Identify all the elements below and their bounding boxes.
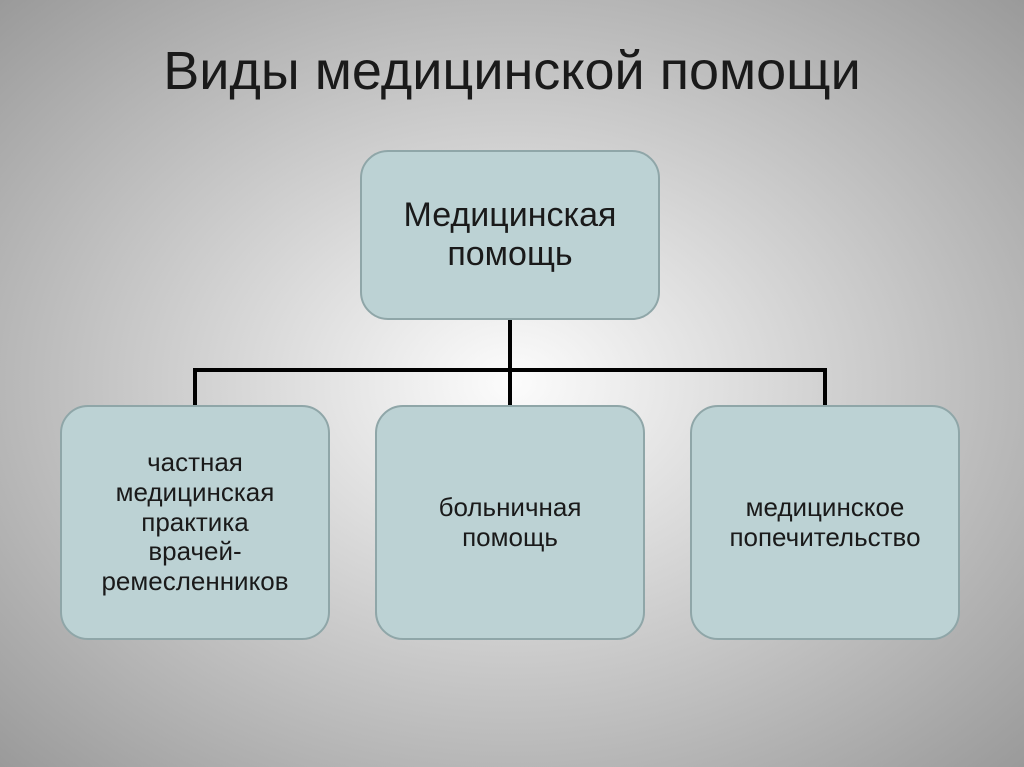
node-child-2-label: больничная помощь xyxy=(439,493,582,553)
node-child-1-label: частная медицинская практика врачей- рем… xyxy=(101,448,288,597)
connector-lines xyxy=(0,0,1024,767)
node-child-3: медицинское попечительство xyxy=(690,405,960,640)
node-child-2: больничная помощь xyxy=(375,405,645,640)
slide-stage: Виды медицинской помощи Медицинская помо… xyxy=(0,0,1024,767)
node-child-3-label: медицинское попечительство xyxy=(729,493,920,553)
node-root-label: Медицинская помощь xyxy=(404,196,617,274)
slide-title: Виды медицинской помощи xyxy=(0,40,1024,102)
node-root: Медицинская помощь xyxy=(360,150,660,320)
node-child-1: частная медицинская практика врачей- рем… xyxy=(60,405,330,640)
